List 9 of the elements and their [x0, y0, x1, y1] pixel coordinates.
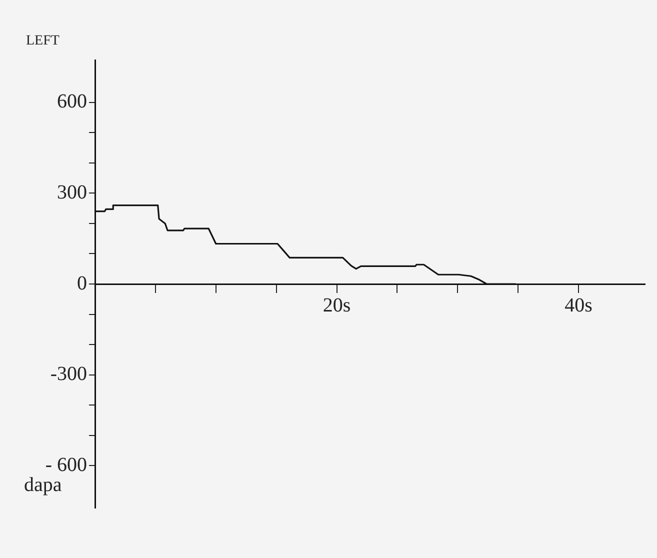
- y-tick-label: -300: [50, 363, 87, 386]
- y-tick-label: 0: [77, 272, 87, 294]
- y-tick-label: - 600: [45, 454, 87, 476]
- y-tick-label: 300: [57, 181, 87, 204]
- x-tick-label: 20s: [322, 294, 351, 316]
- y-axis-title: dapa: [24, 474, 62, 496]
- chart-title: LEFT: [26, 34, 60, 49]
- y-tick-label: 600: [57, 90, 87, 113]
- x-tick-label: 40s: [564, 294, 593, 316]
